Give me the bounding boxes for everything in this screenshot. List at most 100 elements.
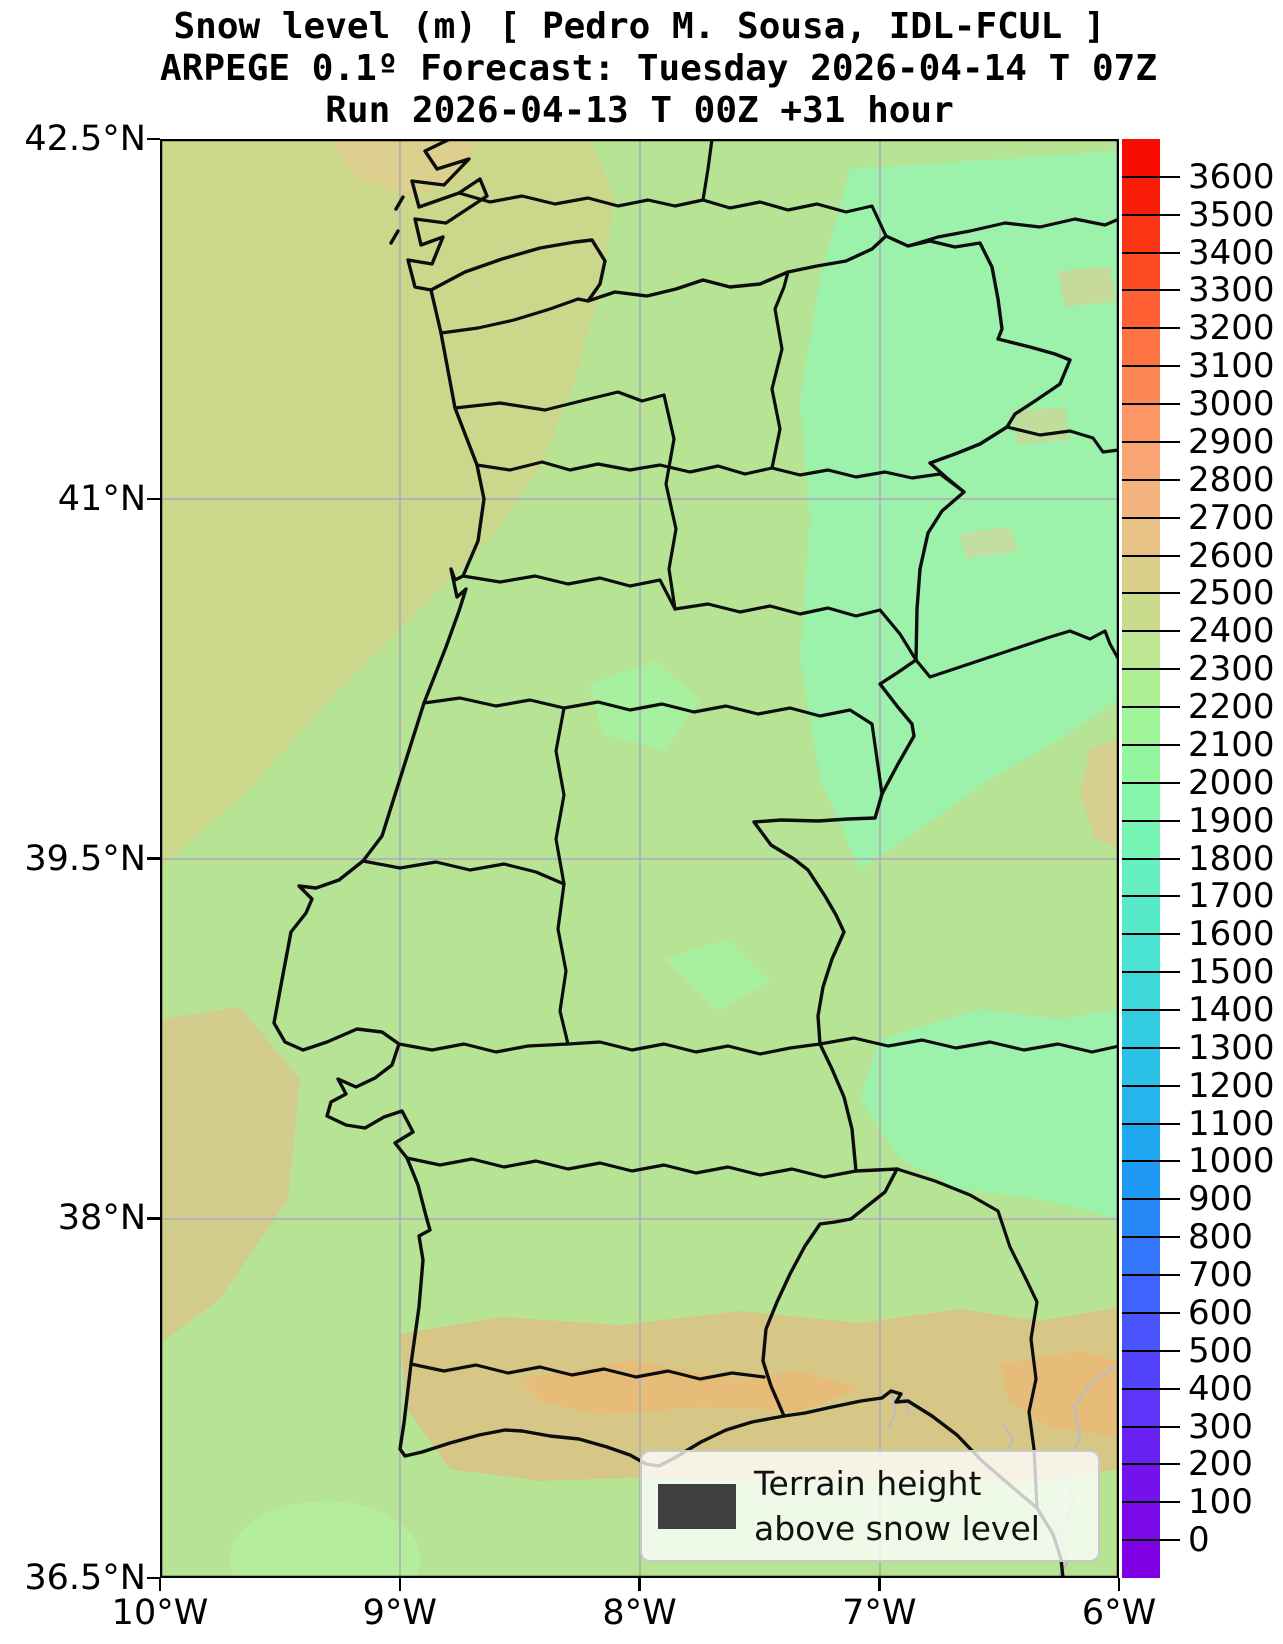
colorbar-band xyxy=(1122,1351,1160,1389)
lat-tick-mark xyxy=(147,857,160,860)
lat-tick-label: 39.5°N xyxy=(24,838,146,879)
district-boundaries-path xyxy=(361,139,1119,1510)
colorbar-tick-label: 2000 xyxy=(1188,762,1275,803)
colorbar-band xyxy=(1122,328,1160,367)
colorbar-tick-label: 100 xyxy=(1188,1482,1253,1523)
colorbar: 3600 3500 3400 3300 3200 3100 3000 2900 2800 2700… xyxy=(1122,139,1282,1599)
colorbar-tick-label: 3200 xyxy=(1188,308,1275,349)
colorbar-band xyxy=(1122,1313,1160,1351)
colorbar-tick-label: 1300 xyxy=(1188,1027,1275,1068)
colorbar-band xyxy=(1122,176,1160,215)
legend-label-line-2: above snow level xyxy=(754,1509,1040,1548)
colorbar-tick-label: 2100 xyxy=(1188,724,1275,765)
colorbar-band xyxy=(1122,1085,1160,1124)
colorbar-tick-mark xyxy=(1122,743,1180,746)
colorbar-tick-mark xyxy=(1122,478,1180,481)
colorbar-tick-mark xyxy=(1122,1084,1180,1087)
colorbar-tick-label: 2500 xyxy=(1188,573,1275,614)
colorbar-band xyxy=(1122,593,1160,632)
terrain-legend: Terrain height above snow level xyxy=(640,1450,1100,1562)
colorbar-tick-label: 700 xyxy=(1188,1255,1253,1296)
lat-tick-mark xyxy=(147,497,160,500)
colorbar-tick-mark xyxy=(1122,1198,1180,1201)
colorbar-tick-label: 1700 xyxy=(1188,876,1275,917)
colorbar-tick-mark xyxy=(1122,554,1180,557)
colorbar-tick-mark xyxy=(1122,819,1180,822)
colorbar-tick-mark xyxy=(1122,1008,1180,1011)
lon-tick-mark xyxy=(878,1578,881,1591)
plot-title: Snow level (m) [ Pedro M. Sousa, IDL-FCU… xyxy=(160,6,1157,132)
colorbar-tick-label: 1100 xyxy=(1188,1103,1275,1144)
title-line-3: Run 2026-04-13 T 00Z +31 hour xyxy=(325,90,954,131)
colorbar-tick-label: 1200 xyxy=(1188,1065,1275,1106)
colorbar-tick-mark xyxy=(1122,592,1180,595)
colorbar-band xyxy=(1122,669,1160,708)
legend-label-line-1: Terrain height xyxy=(754,1464,982,1503)
colorbar-band xyxy=(1122,479,1160,518)
colorbar-band xyxy=(1122,896,1160,935)
colorbar-bands xyxy=(1122,139,1160,1579)
colorbar-tick-label: 1900 xyxy=(1188,800,1275,841)
colorbar-tick-mark xyxy=(1122,933,1180,936)
colorbar-tick-label: 1000 xyxy=(1188,1141,1275,1182)
colorbar-band xyxy=(1122,214,1160,253)
colorbar-tick-label: 3500 xyxy=(1188,194,1275,235)
colorbar-tick-label: 900 xyxy=(1188,1179,1253,1220)
colorbar-band xyxy=(1122,934,1160,973)
colorbar-tick-label: 200 xyxy=(1188,1444,1253,1485)
terrain-legend-swatch xyxy=(658,1483,736,1529)
colorbar-tick-mark xyxy=(1122,1349,1180,1352)
colorbar-band xyxy=(1122,442,1160,480)
colorbar-tick-label: 1800 xyxy=(1188,838,1275,879)
colorbar-band xyxy=(1122,517,1160,556)
colorbar-band xyxy=(1122,1464,1160,1503)
colorbar-band xyxy=(1122,745,1160,783)
colorbar-tick-label: 2600 xyxy=(1188,535,1275,576)
colorbar-band xyxy=(1122,252,1160,291)
colorbar-tick-mark xyxy=(1122,251,1180,254)
colorbar-tick-label: 2700 xyxy=(1188,497,1275,538)
colorbar-tick-mark xyxy=(1122,668,1180,671)
colorbar-tick-label: 3300 xyxy=(1188,270,1275,311)
colorbar-tick-mark xyxy=(1122,1122,1180,1125)
lat-tick-label: 41°N xyxy=(57,478,146,519)
colorbar-band xyxy=(1122,1275,1160,1314)
colorbar-tick-label: 300 xyxy=(1188,1406,1253,1447)
lat-tick-label: 38°N xyxy=(57,1198,146,1239)
lon-tick-mark xyxy=(1117,1578,1121,1591)
colorbar-band xyxy=(1122,1388,1160,1427)
colorbar-tick-mark xyxy=(1122,403,1180,406)
colorbar-tick-mark xyxy=(1122,1425,1180,1428)
colorbar-tick-label: 2900 xyxy=(1188,421,1275,462)
colorbar-band xyxy=(1122,139,1160,177)
colorbar-tick-label: 3600 xyxy=(1188,156,1275,197)
colorbar-tick-label: 3000 xyxy=(1188,384,1275,425)
lat-tick-mark xyxy=(147,1217,160,1220)
snow-level-map xyxy=(160,139,1119,1578)
colorbar-tick-mark xyxy=(1122,1160,1180,1163)
lat-tick-label: 36.5°N xyxy=(24,1558,146,1598)
colorbar-tick-label: 2200 xyxy=(1188,687,1275,728)
coastline-path xyxy=(272,139,1065,1578)
colorbar-tick-label: 800 xyxy=(1188,1217,1253,1258)
colorbar-tick-mark xyxy=(1122,1311,1180,1314)
colorbar-tick-mark xyxy=(1122,857,1180,860)
colorbar-tick-label: 400 xyxy=(1188,1368,1253,1409)
lon-tick-label: 8°W xyxy=(602,1593,677,1633)
map-canvas: Terrain height above snow level xyxy=(160,139,1119,1578)
colorbar-tick-label: 500 xyxy=(1188,1330,1253,1371)
colorbar-band xyxy=(1122,1540,1160,1579)
colorbar-tick-label: 1500 xyxy=(1188,952,1275,993)
lon-tick-mark xyxy=(638,1578,641,1591)
lon-tick-label: 7°W xyxy=(842,1593,917,1633)
colorbar-tick-mark xyxy=(1122,781,1180,784)
colorbar-tick-mark xyxy=(1122,327,1180,330)
colorbar-tick-label: 0 xyxy=(1188,1520,1210,1561)
colorbar-tick-mark xyxy=(1122,971,1180,974)
colorbar-tick-mark xyxy=(1122,1539,1180,1542)
colorbar-tick-mark xyxy=(1122,1236,1180,1239)
colorbar-band xyxy=(1122,1123,1160,1162)
colorbar-band xyxy=(1122,1199,1160,1238)
lon-tick-mark xyxy=(158,1578,162,1591)
title-line-2: ARPEGE 0.1º Forecast: Tuesday 2026-04-14… xyxy=(160,48,1157,89)
